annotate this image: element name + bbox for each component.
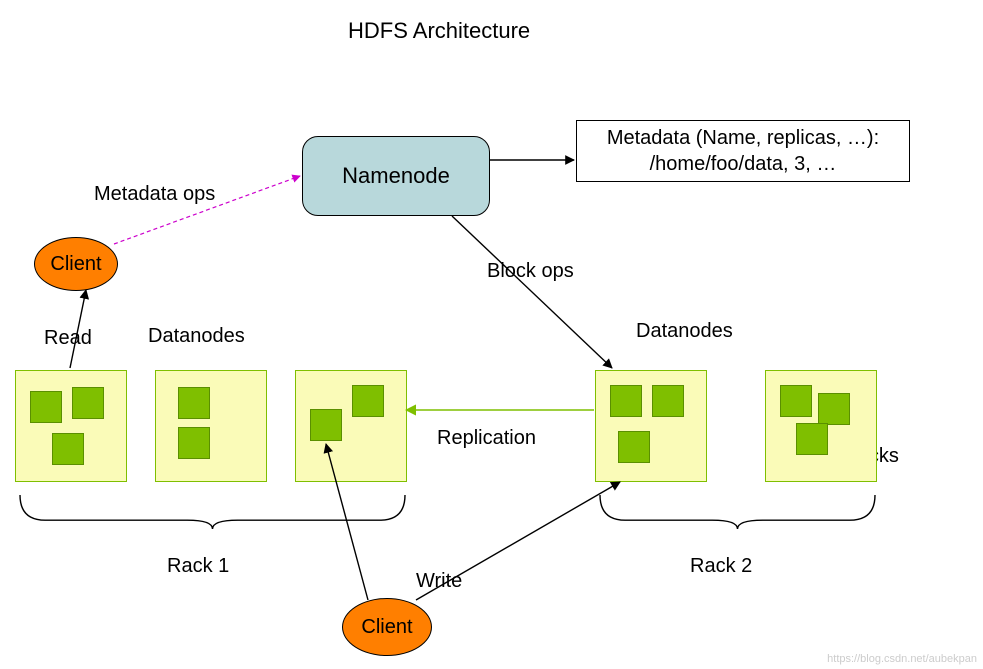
datanode-3 <box>595 370 707 482</box>
datanode-1 <box>155 370 267 482</box>
block-1-0 <box>178 387 210 419</box>
label-read: Read <box>44 327 92 350</box>
rack1-brace <box>20 495 405 529</box>
client-top: Client <box>34 237 118 291</box>
watermark: https://blog.csdn.net/aubekpan <box>827 653 977 665</box>
block-4-2 <box>796 423 828 455</box>
client-top-label: Client <box>50 253 101 276</box>
block-0-2 <box>52 433 84 465</box>
block-2-0 <box>310 409 342 441</box>
block-0-0 <box>30 391 62 423</box>
label-metadata-ops: Metadata ops <box>94 183 215 206</box>
metadata-line2: /home/foo/data, 3, … <box>583 151 903 177</box>
block-4-1 <box>818 393 850 425</box>
block-3-1 <box>652 385 684 417</box>
datanode-2 <box>295 370 407 482</box>
rack2-brace <box>600 495 875 529</box>
client-bottom-label: Client <box>361 616 412 639</box>
block-0-1 <box>72 387 104 419</box>
client-bottom: Client <box>342 598 432 656</box>
label-datanodes-right: Datanodes <box>636 320 733 343</box>
block-3-2 <box>618 431 650 463</box>
diagram-canvas: HDFS Architecture Namenode Metadata (Nam… <box>0 0 983 669</box>
datanode-0 <box>15 370 127 482</box>
label-block-ops: Block ops <box>487 260 574 283</box>
block-3-0 <box>610 385 642 417</box>
datanode-4 <box>765 370 877 482</box>
label-datanodes-left: Datanodes <box>148 325 245 348</box>
edge-namenode-to-datanode <box>452 216 612 368</box>
label-write: Write <box>416 570 462 593</box>
label-rack2: Rack 2 <box>690 555 752 578</box>
block-4-0 <box>780 385 812 417</box>
metadata-box: Metadata (Name, replicas, …): /home/foo/… <box>576 120 910 182</box>
namenode-node: Namenode <box>302 136 490 216</box>
label-replication: Replication <box>437 427 536 450</box>
block-2-1 <box>352 385 384 417</box>
namenode-label: Namenode <box>342 163 450 189</box>
label-rack1: Rack 1 <box>167 555 229 578</box>
metadata-line1: Metadata (Name, replicas, …): <box>583 125 903 151</box>
diagram-title: HDFS Architecture <box>348 18 530 44</box>
block-1-1 <box>178 427 210 459</box>
